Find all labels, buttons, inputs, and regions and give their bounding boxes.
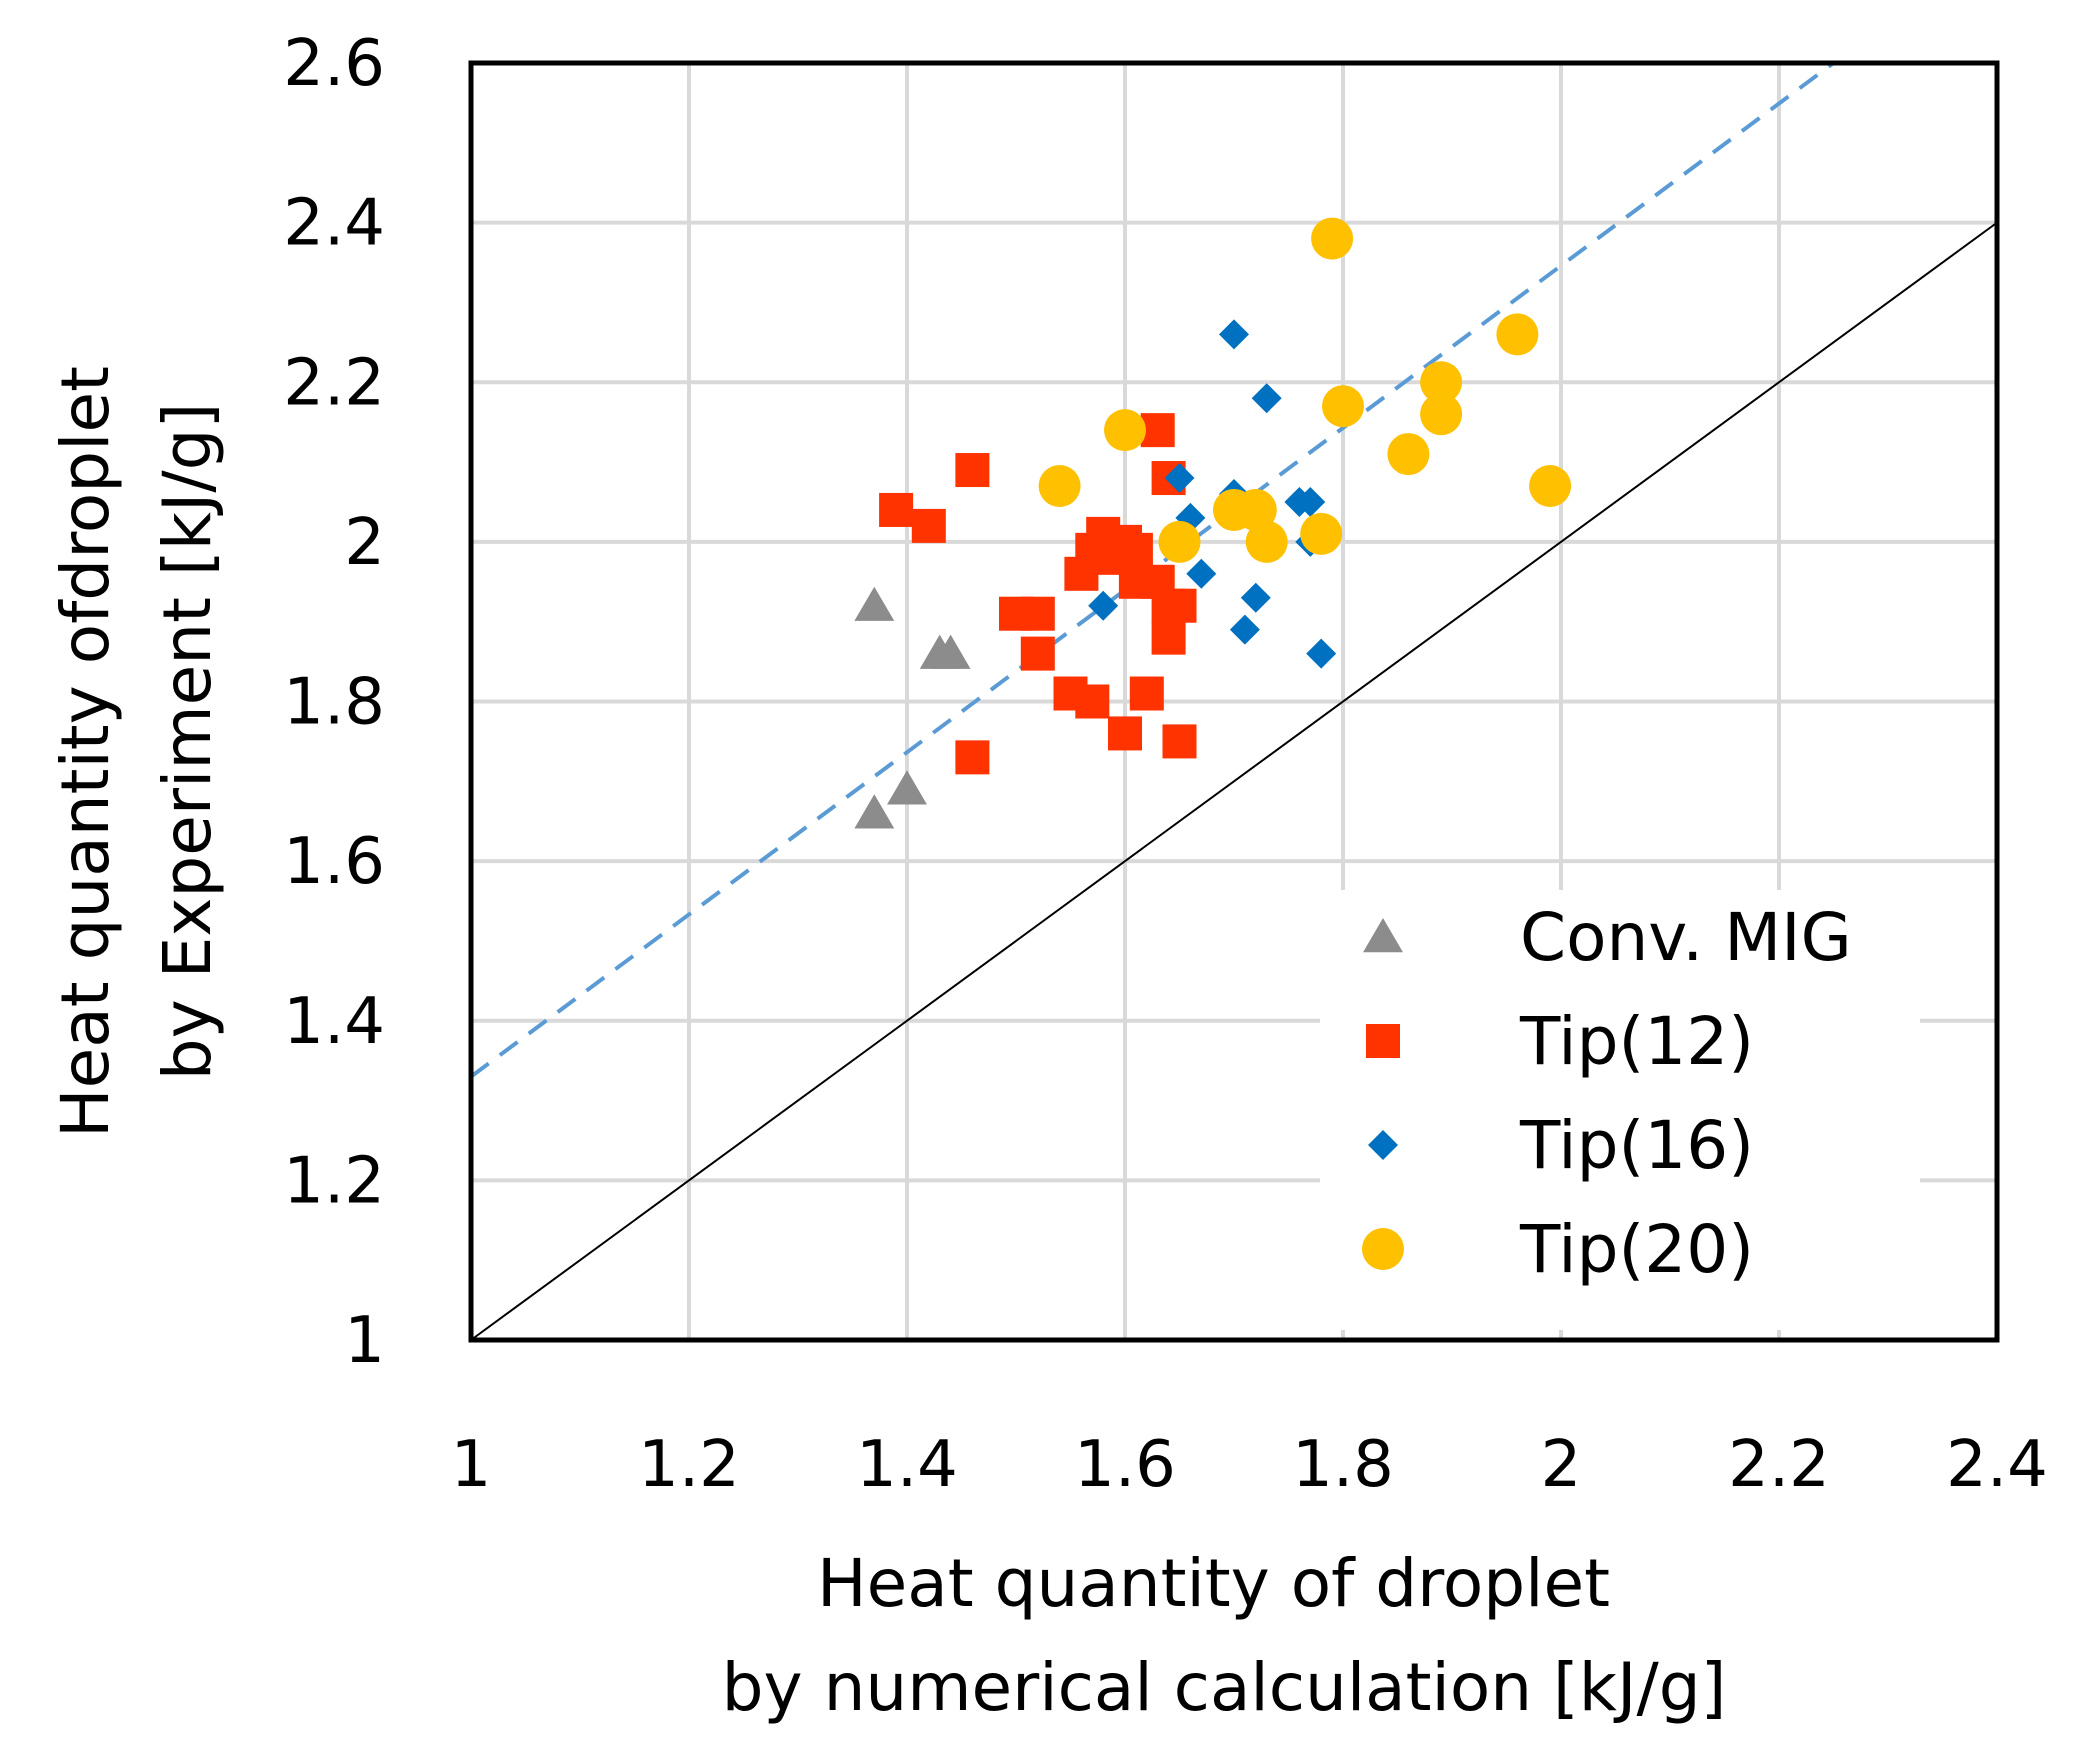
legend-item-tip-16: Tip(16) bbox=[1368, 1107, 1754, 1184]
legend-background bbox=[1320, 890, 1920, 1330]
square-point bbox=[1020, 596, 1055, 631]
circle-point bbox=[1300, 512, 1343, 555]
circle-point bbox=[1496, 313, 1539, 356]
series-tip-12 bbox=[879, 413, 1197, 775]
data-points bbox=[854, 217, 1572, 829]
legend-label: Conv. MIG bbox=[1520, 899, 1852, 976]
diamond-point bbox=[1306, 638, 1337, 669]
legend-label: Tip(12) bbox=[1519, 1003, 1754, 1080]
triangle-point bbox=[930, 634, 971, 669]
circle-point bbox=[1529, 465, 1572, 508]
grid-lines bbox=[471, 63, 1997, 1340]
series-tip-16 bbox=[1088, 319, 1337, 669]
square-point bbox=[879, 492, 914, 527]
y-tick-label: 1.2 bbox=[283, 1144, 385, 1218]
y-tick-label: 1 bbox=[344, 1304, 385, 1378]
triangle-point bbox=[887, 770, 927, 805]
diamond-point bbox=[1251, 383, 1282, 414]
diamond-point bbox=[1240, 582, 1271, 613]
x-tick-label: 1.6 bbox=[1074, 1428, 1176, 1502]
circle-point bbox=[1234, 488, 1277, 531]
square-point bbox=[1151, 620, 1186, 655]
x-axis-title-line-2: by numerical calculation [kJ/g] bbox=[722, 1649, 1727, 1726]
square-point bbox=[955, 453, 990, 488]
square-point bbox=[1162, 724, 1197, 759]
diamond-point bbox=[1164, 463, 1195, 494]
y-axis-title-line-1: Heat quantity ofdroplet bbox=[47, 366, 124, 1138]
x-tick-label: 2.4 bbox=[1946, 1428, 2048, 1502]
series-tip-20 bbox=[1038, 217, 1572, 563]
y-axis-tick-labels: 1 1.2 1.4 1.6 1.8 2 2.2 2.4 2.6 bbox=[283, 27, 385, 1378]
square-point bbox=[1108, 716, 1142, 751]
legend-triangle-marker bbox=[1363, 918, 1403, 953]
legend-label: Tip(20) bbox=[1519, 1211, 1754, 1288]
circle-point bbox=[1420, 361, 1463, 404]
x-tick-label: 2.2 bbox=[1728, 1428, 1830, 1502]
diamond-point bbox=[1229, 614, 1260, 645]
diamond-point bbox=[1186, 558, 1217, 589]
legend-item-conv-mig: Conv. MIG bbox=[1363, 899, 1852, 976]
legend-circle-marker bbox=[1362, 1228, 1404, 1270]
y-tick-label: 1.4 bbox=[283, 985, 385, 1059]
y-tick-label: 1.8 bbox=[283, 666, 385, 740]
square-point bbox=[1118, 532, 1153, 567]
circle-point bbox=[1038, 465, 1081, 508]
x-tick-label: 1.2 bbox=[638, 1428, 740, 1502]
circle-point bbox=[1104, 409, 1146, 452]
square-point bbox=[955, 740, 990, 775]
y-tick-label: 2.2 bbox=[283, 346, 385, 420]
series-conv-mig bbox=[854, 586, 971, 829]
y-axis-title: Heat quantity ofdroplet by Experiment [k… bbox=[47, 345, 226, 1138]
y-tick-label: 1.6 bbox=[283, 825, 385, 899]
x-axis-tick-labels: 1 1.2 1.4 1.6 1.8 2 2.2 2.4 bbox=[451, 1428, 2048, 1502]
diamond-point bbox=[1088, 590, 1119, 621]
legend-item-tip-20: Tip(20) bbox=[1362, 1211, 1754, 1288]
x-tick-label: 1.8 bbox=[1292, 1428, 1394, 1502]
identity-line bbox=[470, 221, 1998, 1341]
y-tick-label: 2.4 bbox=[283, 187, 385, 261]
legend-label: Tip(16) bbox=[1519, 1107, 1754, 1184]
square-point bbox=[1020, 636, 1055, 671]
triangle-point bbox=[854, 794, 895, 829]
legend-square-marker bbox=[1366, 1024, 1400, 1058]
diamond-point bbox=[1219, 319, 1249, 350]
legend-diamond-marker bbox=[1368, 1130, 1398, 1160]
x-tick-label: 1 bbox=[451, 1428, 492, 1502]
circle-point bbox=[1245, 520, 1288, 563]
square-point bbox=[1075, 684, 1110, 719]
x-axis-title: Heat quantity of droplet by numerical ca… bbox=[722, 1545, 1727, 1726]
circle-point bbox=[1420, 393, 1463, 436]
y-axis-title-line-2: by Experiment [kJ/g] bbox=[149, 403, 226, 1081]
circle-point bbox=[1387, 433, 1430, 476]
circle-point bbox=[1322, 385, 1364, 428]
x-axis-title-line-1: Heat quantity of droplet bbox=[817, 1545, 1610, 1622]
y-tick-label: 2.6 bbox=[283, 27, 385, 101]
square-point bbox=[1129, 676, 1164, 711]
legend-item-tip-12: Tip(12) bbox=[1366, 1003, 1754, 1080]
x-tick-label: 2 bbox=[1541, 1428, 1582, 1502]
plot-area-frame bbox=[468, 60, 2000, 1343]
x-tick-label: 1.4 bbox=[856, 1428, 958, 1502]
legend: Conv. MIG Tip(12) Tip(16) Tip(20) bbox=[1362, 899, 1852, 1288]
y-tick-label: 2 bbox=[344, 506, 385, 580]
circle-point bbox=[1311, 217, 1354, 260]
square-point bbox=[1162, 588, 1197, 623]
triangle-point bbox=[854, 586, 895, 621]
diamond-point bbox=[1295, 486, 1326, 517]
square-point bbox=[1140, 413, 1175, 448]
circle-point bbox=[1158, 520, 1201, 563]
square-point bbox=[911, 508, 946, 543]
